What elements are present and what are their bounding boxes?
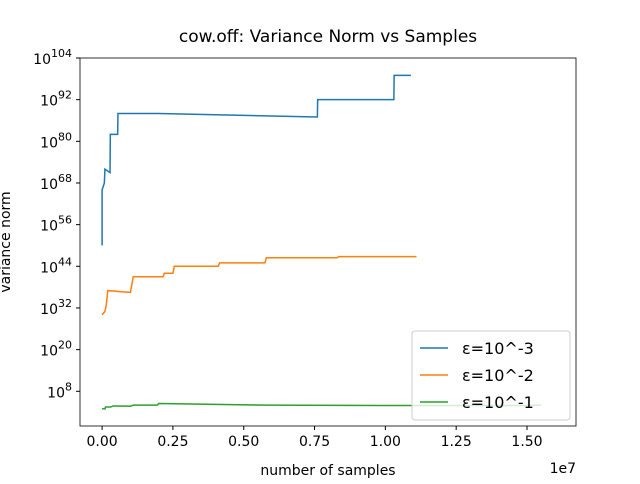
x-tick-label: 1.00 [370,434,401,450]
x-tick-label: 1.25 [441,434,472,450]
series-line [102,402,542,410]
y-tick-label: 1032 [40,297,72,318]
series-line [101,255,417,316]
y-tick-label: 1092 [40,89,72,110]
x-tick-label: 0.25 [157,434,188,450]
legend-label: ε=10^-1 [462,393,534,412]
x-tick-label: 0.50 [228,434,259,450]
y-tick-label: 1068 [40,172,72,193]
y-tick-label: 1056 [40,214,72,235]
y-tick-label: 1044 [40,255,72,276]
x-tick-label: 0.75 [299,434,330,450]
series-line [101,74,411,246]
legend-label: ε=10^-3 [462,339,534,358]
y-tick-label: 1080 [40,130,72,151]
plot-frame [79,57,577,427]
chart-title: cow.off: Variance Norm vs Samples [179,27,477,47]
legend-box [411,330,571,421]
y-tick-label: 108 [47,380,72,401]
y-tick-label: 1020 [40,339,72,360]
x-tick-label: 0.00 [87,434,118,450]
x-axis-label: number of samples [260,463,395,479]
y-axis-label: variance norm [0,191,14,292]
x-offset-label: 1e7 [550,461,576,477]
y-tick-label: 10104 [33,47,72,68]
x-tick-label: 1.50 [511,434,542,450]
legend-label: ε=10^-2 [462,366,534,385]
